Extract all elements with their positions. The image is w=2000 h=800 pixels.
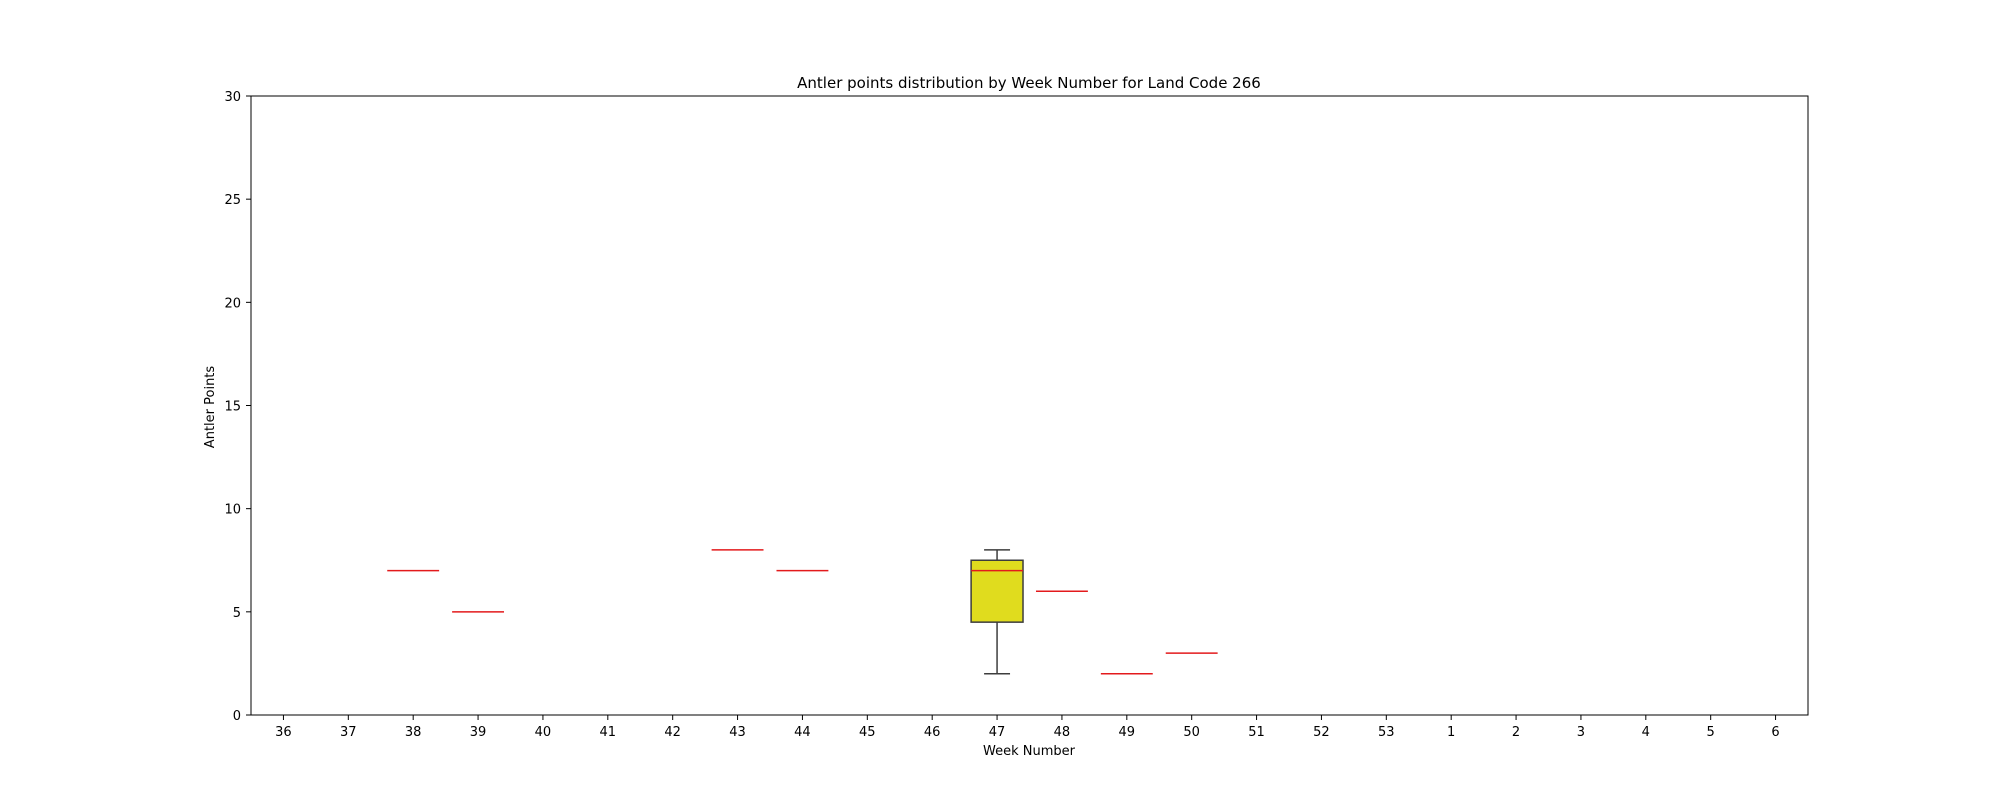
x-tick-label: 53 (1378, 725, 1395, 740)
y-axis: 0 5 10 15 20 25 30 (224, 90, 251, 724)
x-tick-label: 39 (470, 725, 487, 740)
iqr-box (970, 559, 1024, 623)
y-tick-label: 5 (233, 606, 241, 621)
x-tick-label: 49 (1119, 725, 1136, 740)
y-tick-label: 0 (233, 709, 241, 724)
y-tick-label: 15 (224, 400, 241, 415)
x-axis: 36 37 38 39 40 41 42 43 44 45 46 47 48 49 50 51 52 53 1 2 3 4… (275, 715, 1780, 740)
x-tick-label: 51 (1248, 725, 1265, 740)
x-tick-label: 4 (1642, 725, 1650, 740)
x-tick-label: 47 (989, 725, 1006, 740)
x-tick-label: 46 (924, 725, 941, 740)
x-axis-label: Week Number (983, 744, 1076, 759)
x-tick-label: 5 (1707, 725, 1715, 740)
plot-area (387, 549, 1218, 675)
chart-title: Antler points distribution by Week Numbe… (797, 74, 1261, 92)
y-tick-label: 20 (224, 296, 241, 311)
x-tick-label: 48 (1054, 725, 1071, 740)
box-week-47 (970, 549, 1024, 675)
x-tick-label: 45 (859, 725, 876, 740)
x-tick-label: 36 (275, 725, 292, 740)
y-tick-label: 30 (224, 90, 241, 105)
x-tick-label: 1 (1447, 725, 1455, 740)
x-tick-label: 41 (600, 725, 617, 740)
x-tick-label: 2 (1512, 725, 1520, 740)
x-tick-label: 42 (664, 725, 681, 740)
y-axis-label: Antler Points (203, 366, 218, 449)
x-tick-label: 50 (1183, 725, 1200, 740)
x-tick-label: 37 (340, 725, 357, 740)
y-tick-label: 10 (224, 503, 241, 518)
x-tick-label: 3 (1577, 725, 1585, 740)
axes-frame (250, 95, 1809, 716)
x-tick-label: 43 (729, 725, 746, 740)
x-tick-label: 6 (1771, 725, 1779, 740)
x-tick-label: 40 (535, 725, 552, 740)
x-tick-label: 38 (405, 725, 422, 740)
x-tick-label: 52 (1313, 725, 1330, 740)
x-tick-label: 44 (794, 725, 811, 740)
y-tick-label: 25 (224, 193, 241, 208)
